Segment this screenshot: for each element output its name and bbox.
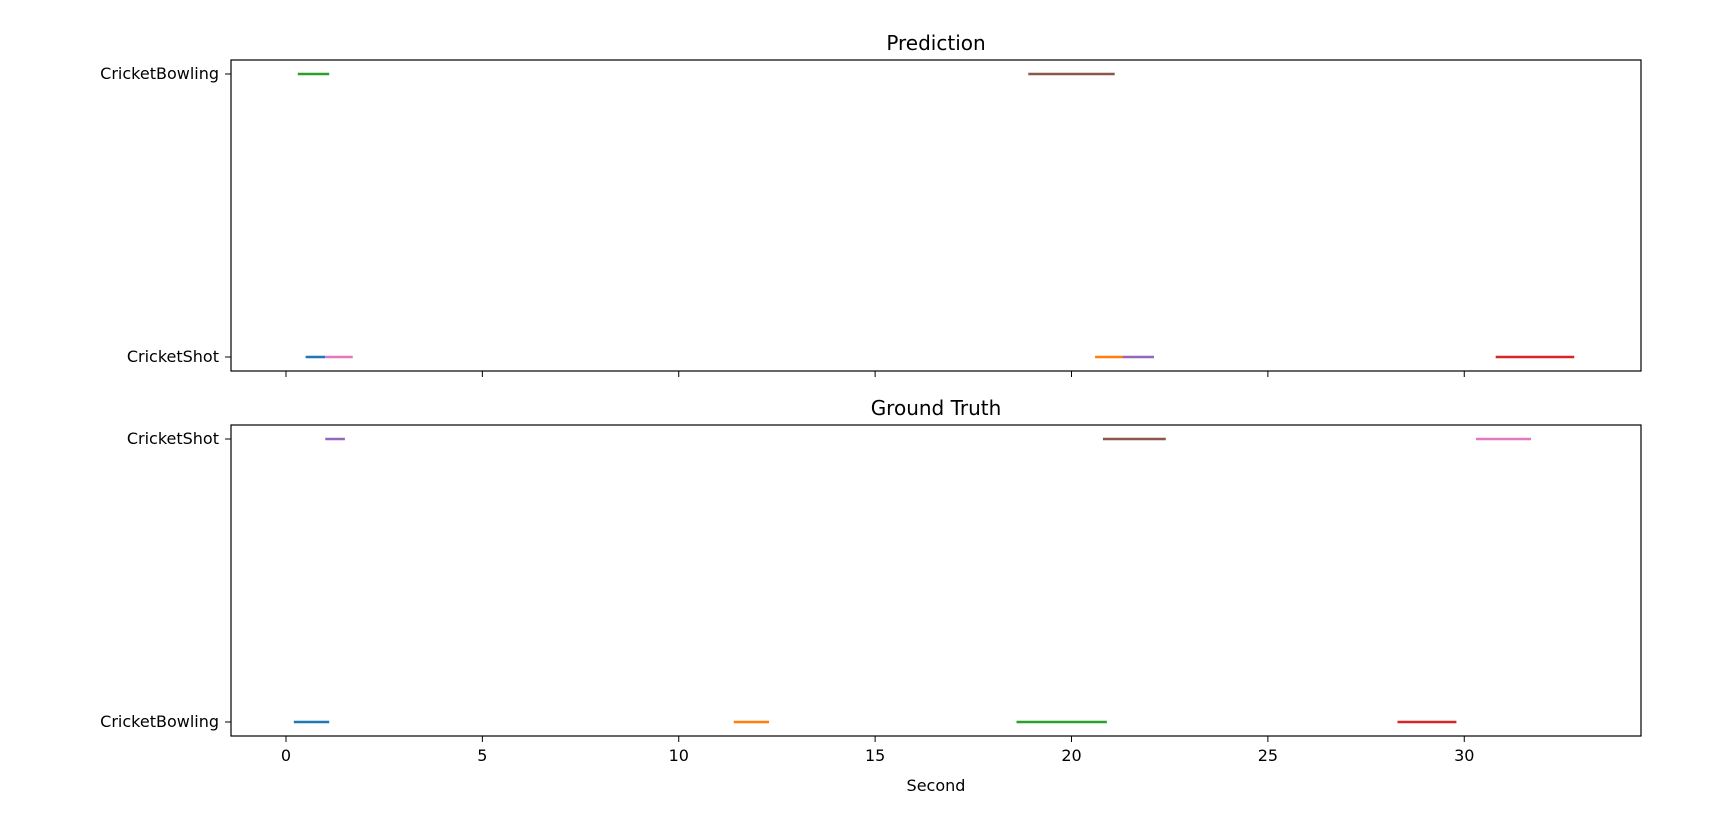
ground-truth-title: Ground Truth (871, 396, 1002, 420)
ground-truth-y-tick-label: CricketBowling (100, 712, 219, 731)
ground-truth-y-tick-label: CricketShot (127, 429, 219, 448)
prediction-plot-frame (230, 59, 1642, 372)
prediction-y-tick-label: CricketBowling (100, 64, 219, 83)
ground-truth-x-tick-label: 10 (669, 746, 689, 765)
ground-truth-x-tick-label: 25 (1258, 746, 1278, 765)
ground-truth-x-tick-label: 15 (865, 746, 885, 765)
ground-truth-panel: Ground Truth 0 5 10 15 20 25 30 CricketBowling Cr… (100, 396, 1642, 795)
ground-truth-x-tick-label: 30 (1454, 746, 1474, 765)
ground-truth-x-tick-label: 5 (477, 746, 487, 765)
prediction-y-tick-label: CricketShot (127, 347, 219, 366)
prediction-panel: Prediction CricketShot CricketBowling (100, 31, 1642, 377)
ground-truth-x-tick-label: 0 (281, 746, 291, 765)
ground-truth-x-tick-label: 20 (1061, 746, 1081, 765)
prediction-title: Prediction (886, 31, 985, 55)
ground-truth-plot-frame (230, 424, 1642, 737)
ground-truth-x-axis-label: Second (907, 776, 966, 795)
